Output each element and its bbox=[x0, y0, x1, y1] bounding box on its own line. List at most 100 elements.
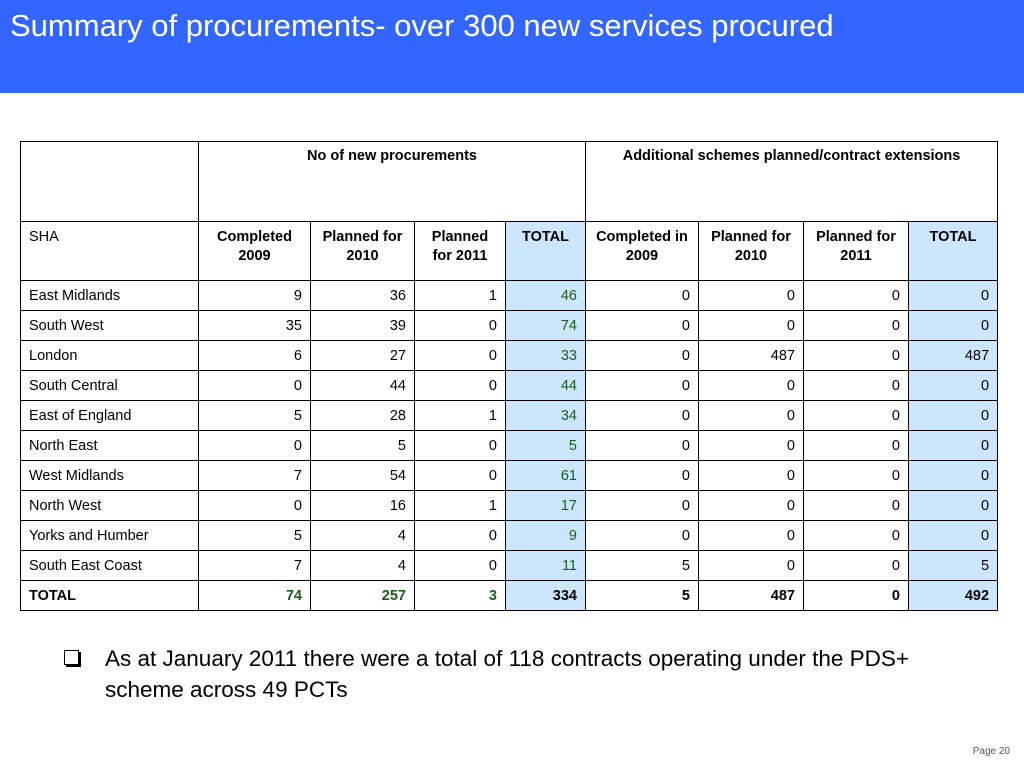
total-cell: 74 bbox=[505, 310, 586, 341]
completed-2009-cell: 7 bbox=[198, 460, 311, 491]
total-cell: 9 bbox=[505, 520, 586, 551]
completed-2009-cell: 5 bbox=[198, 400, 311, 431]
completed-in-2009-cell: 0 bbox=[585, 340, 699, 371]
group-header-additional: Additional schemes planned/contract exte… bbox=[584, 141, 999, 222]
sha-cell: West Midlands bbox=[20, 460, 199, 491]
planned-2010-b-cell: 0 bbox=[698, 370, 804, 401]
planned-2011-b-cell: 0 bbox=[803, 340, 909, 371]
planned-2010-b-cell: 0 bbox=[698, 280, 804, 311]
total-b-cell: 0 bbox=[907, 310, 999, 341]
planned-2011-b-cell: 0 bbox=[803, 580, 909, 611]
planned-2011-b-cell: 0 bbox=[803, 520, 909, 551]
column-header-completed-2009: Completed 2009 bbox=[198, 221, 311, 281]
planned-2010-cell: 4 bbox=[310, 520, 415, 551]
planned-2010-cell: 257 bbox=[310, 580, 415, 611]
table-row: East Midlands 9 36 1 46 0 0 0 0 bbox=[20, 280, 999, 311]
table-row: East of England 5 28 1 34 0 0 0 0 bbox=[20, 400, 999, 431]
completed-in-2009-cell: 5 bbox=[585, 550, 699, 581]
title-band: Summary of procurements- over 300 new se… bbox=[0, 0, 1024, 93]
column-header-total-b: TOTAL bbox=[907, 221, 999, 281]
planned-2011-cell: 1 bbox=[414, 280, 506, 311]
total-b-cell: 0 bbox=[907, 520, 999, 551]
completed-in-2009-cell: 0 bbox=[585, 490, 699, 521]
planned-2010-cell: 27 bbox=[310, 340, 415, 371]
planned-2011-b-cell: 0 bbox=[803, 460, 909, 491]
completed-2009-cell: 9 bbox=[198, 280, 311, 311]
sha-cell: TOTAL bbox=[20, 580, 199, 611]
planned-2011-cell: 0 bbox=[414, 340, 506, 371]
planned-2010-cell: 44 bbox=[310, 370, 415, 401]
table-row: South Central 0 44 0 44 0 0 0 0 bbox=[20, 370, 999, 401]
total-b-cell: 0 bbox=[907, 430, 999, 461]
planned-2011-b-cell: 0 bbox=[803, 550, 909, 581]
total-b-cell: 487 bbox=[907, 340, 999, 371]
column-header-sha: SHA bbox=[20, 221, 199, 281]
table-row: South East Coast 7 4 0 11 5 0 0 5 bbox=[20, 550, 999, 581]
planned-2011-cell: 0 bbox=[414, 310, 506, 341]
total-cell: 17 bbox=[505, 490, 586, 521]
procurement-table: No of new procurements Additional scheme… bbox=[20, 141, 999, 611]
group-header-row: No of new procurements Additional scheme… bbox=[20, 141, 999, 222]
slide-title: Summary of procurements- over 300 new se… bbox=[10, 8, 834, 43]
column-header-planned-2010: Planned for 2010 bbox=[310, 221, 415, 281]
total-cell: 34 bbox=[505, 400, 586, 431]
sha-cell: North East bbox=[20, 430, 199, 461]
sha-cell: East of England bbox=[20, 400, 199, 431]
table-row: West Midlands 7 54 0 61 0 0 0 0 bbox=[20, 460, 999, 491]
table-row: London 6 27 0 33 0 487 0 487 bbox=[20, 340, 999, 371]
completed-in-2009-cell: 0 bbox=[585, 400, 699, 431]
total-cell: 334 bbox=[505, 580, 586, 611]
sha-cell: East Midlands bbox=[20, 280, 199, 311]
completed-2009-cell: 74 bbox=[198, 580, 311, 611]
planned-2010-b-cell: 0 bbox=[698, 460, 804, 491]
planned-2011-cell: 1 bbox=[414, 490, 506, 521]
planned-2010-b-cell: 0 bbox=[698, 430, 804, 461]
planned-2010-b-cell: 0 bbox=[698, 400, 804, 431]
sha-cell: South East Coast bbox=[20, 550, 199, 581]
completed-2009-cell: 5 bbox=[198, 520, 311, 551]
checkbox-bullet-icon bbox=[64, 650, 79, 665]
column-header-total: TOTAL bbox=[505, 221, 586, 281]
table-row: Yorks and Humber 5 4 0 9 0 0 0 0 bbox=[20, 520, 999, 551]
sha-cell: Yorks and Humber bbox=[20, 520, 199, 551]
planned-2010-b-cell: 0 bbox=[698, 490, 804, 521]
planned-2010-cell: 5 bbox=[310, 430, 415, 461]
empty-header-cell bbox=[20, 141, 199, 222]
completed-in-2009-cell: 0 bbox=[585, 280, 699, 311]
planned-2010-cell: 39 bbox=[310, 310, 415, 341]
total-cell: 46 bbox=[505, 280, 586, 311]
group-header-procurements: No of new procurements bbox=[198, 141, 586, 222]
planned-2011-cell: 0 bbox=[414, 460, 506, 491]
total-cell: 33 bbox=[505, 340, 586, 371]
total-b-cell: 0 bbox=[907, 400, 999, 431]
planned-2010-cell: 36 bbox=[310, 280, 415, 311]
planned-2011-b-cell: 0 bbox=[803, 370, 909, 401]
table-row: North West 0 16 1 17 0 0 0 0 bbox=[20, 490, 999, 521]
completed-2009-cell: 0 bbox=[198, 490, 311, 521]
planned-2010-b-cell: 487 bbox=[698, 580, 804, 611]
table-total-row: TOTAL 74 257 3 334 5 487 0 492 bbox=[20, 580, 999, 611]
completed-in-2009-cell: 0 bbox=[585, 310, 699, 341]
planned-2011-cell: 0 bbox=[414, 550, 506, 581]
total-b-cell: 0 bbox=[907, 280, 999, 311]
completed-in-2009-cell: 0 bbox=[585, 430, 699, 461]
column-header-row: SHA Completed 2009 Planned for 2010 Plan… bbox=[20, 221, 999, 281]
column-header-planned-2011: Planned for 2011 bbox=[414, 221, 506, 281]
planned-2011-b-cell: 0 bbox=[803, 490, 909, 521]
page-number: Page 20 bbox=[972, 746, 1010, 757]
total-b-cell: 5 bbox=[907, 550, 999, 581]
summary-note: As at January 2011 there were a total of… bbox=[64, 643, 964, 705]
column-header-planned-2011-b: Planned for 2011 bbox=[803, 221, 909, 281]
planned-2011-cell: 0 bbox=[414, 430, 506, 461]
planned-2011-b-cell: 0 bbox=[803, 400, 909, 431]
planned-2010-b-cell: 0 bbox=[698, 310, 804, 341]
completed-2009-cell: 0 bbox=[198, 370, 311, 401]
planned-2011-cell: 0 bbox=[414, 520, 506, 551]
completed-in-2009-cell: 0 bbox=[585, 460, 699, 491]
total-b-cell: 0 bbox=[907, 370, 999, 401]
planned-2011-cell: 0 bbox=[414, 370, 506, 401]
planned-2011-cell: 3 bbox=[414, 580, 506, 611]
planned-2011-cell: 1 bbox=[414, 400, 506, 431]
planned-2010-cell: 28 bbox=[310, 400, 415, 431]
completed-2009-cell: 0 bbox=[198, 430, 311, 461]
